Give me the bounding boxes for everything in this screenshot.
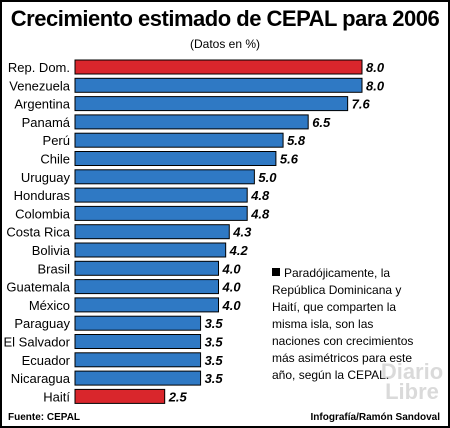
category-label-argentina: Argentina xyxy=(14,97,70,112)
bullet-square-icon xyxy=(272,268,280,276)
source-label: Fuente: CEPAL xyxy=(8,412,81,423)
category-label-chile: Chile xyxy=(40,152,70,167)
value-label-peru: 5.8 xyxy=(287,133,306,148)
bar-peru xyxy=(74,132,284,148)
category-label-guatemala: Guatemala xyxy=(6,280,70,295)
value-label-chile: 5.6 xyxy=(280,152,299,167)
value-label-rep-dom: 8.0 xyxy=(366,60,385,75)
bar-colombia xyxy=(74,205,248,221)
value-label-brasil: 4.0 xyxy=(222,261,242,276)
category-label-rep-dom: Rep. Dom. xyxy=(8,60,70,75)
bar-panama xyxy=(74,114,309,130)
value-label-argentina: 7.6 xyxy=(352,97,371,112)
bar-guatemala xyxy=(74,279,219,295)
category-label-venezuela: Venezuela xyxy=(9,78,70,93)
value-label-venezuela: 8.0 xyxy=(366,78,385,93)
bar-bolivia xyxy=(74,242,227,258)
bar-brasil xyxy=(74,260,219,276)
bar-venezuela xyxy=(74,77,363,93)
bar-el-salvador xyxy=(74,334,202,349)
chart-title: Crecimiento estimado de CEPAL para 2006 xyxy=(10,6,440,31)
category-label-paraguay: Paraguay xyxy=(14,316,70,331)
value-label-panama: 6.5 xyxy=(312,115,331,130)
category-label-ecuador: Ecuador xyxy=(22,353,71,368)
chart-subtitle: (Datos en %) xyxy=(189,37,261,51)
value-label-nicaragua: 3.5 xyxy=(205,371,224,386)
category-label-haiti: Haití xyxy=(43,389,70,404)
bar-ecuador xyxy=(74,352,202,368)
category-label-panama: Panamá xyxy=(22,115,71,130)
value-label-costa-rica: 4.3 xyxy=(232,225,252,240)
value-label-paraguay: 3.5 xyxy=(205,316,224,331)
value-label-bolivia: 4.2 xyxy=(229,243,249,258)
category-label-uruguay: Uruguay xyxy=(21,170,71,185)
bar-rep-dom xyxy=(74,59,363,75)
bar-nicaragua xyxy=(74,370,202,386)
bar-paraguay xyxy=(74,315,202,331)
bar-uruguay xyxy=(74,169,255,185)
category-label-el-salvador: El Salvador xyxy=(4,335,71,350)
category-label-nicaragua: Nicaragua xyxy=(11,371,71,386)
bar-chart: Rep. Dom. 8.0 Venezuela 8.0 Argentina 7.6 Pana… xyxy=(4,59,385,404)
credit-label: Infografía/Ramón Sandoval xyxy=(310,412,440,423)
bar-mexico xyxy=(74,297,219,313)
bar-haiti xyxy=(74,388,166,404)
bar-costa-rica xyxy=(74,224,230,240)
category-label-peru: Perú xyxy=(43,133,70,148)
category-label-honduras: Honduras xyxy=(14,188,71,203)
bar-honduras xyxy=(74,187,248,203)
category-label-brasil: Brasil xyxy=(37,261,70,276)
category-label-mexico: México xyxy=(29,298,70,313)
value-label-uruguay: 5.0 xyxy=(258,170,277,185)
category-label-colombia: Colombia xyxy=(15,206,71,221)
value-label-guatemala: 4.0 xyxy=(222,280,242,295)
value-label-honduras: 4.8 xyxy=(250,188,270,203)
value-label-mexico: 4.0 xyxy=(222,298,242,313)
category-label-bolivia: Bolivia xyxy=(32,243,71,258)
annotation-note: Paradójicamente, la República Dominicana… xyxy=(272,265,422,384)
bar-chile xyxy=(74,151,277,166)
value-label-ecuador: 3.5 xyxy=(205,353,224,368)
bar-argentina xyxy=(74,96,349,112)
value-label-el-salvador: 3.5 xyxy=(205,335,224,350)
value-label-haiti: 2.5 xyxy=(168,389,188,404)
category-label-costa-rica: Costa Rica xyxy=(6,225,70,240)
annotation-text: Paradójicamente, la República Dominicana… xyxy=(272,266,414,382)
value-label-colombia: 4.8 xyxy=(250,206,270,221)
